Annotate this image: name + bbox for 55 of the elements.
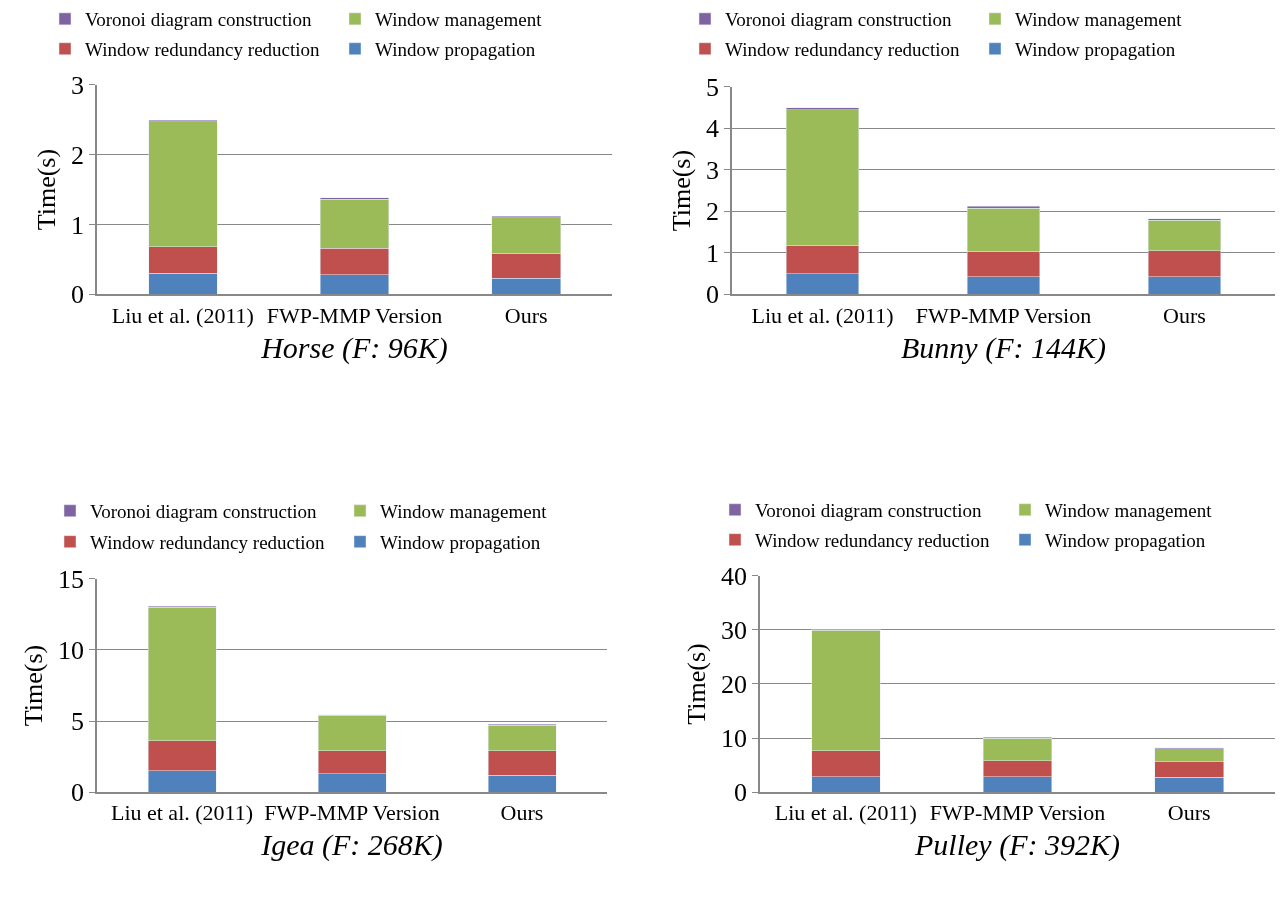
legend-label: Window management — [1045, 500, 1213, 522]
x-tick-label: Ours — [1163, 302, 1206, 328]
y-tick-label: 5 — [71, 707, 85, 737]
y-tick-label: 0 — [706, 280, 720, 310]
legend-label: Window management — [1015, 9, 1183, 31]
legend-label: Window redundancy reduction — [90, 532, 326, 554]
y-tick-label: 3 — [71, 70, 85, 100]
y-tick-label: 0 — [734, 778, 748, 808]
y-tick-label: 40 — [721, 561, 748, 591]
x-tick-label: Liu et al. (2011) — [751, 302, 894, 328]
legend-label: Window management — [375, 9, 543, 31]
y-tick-label: 1 — [706, 238, 720, 268]
legend-label: Window redundancy reduction — [725, 39, 961, 61]
y-tick-label: 2 — [706, 197, 720, 227]
legend-label: Voronoi diagram construction — [85, 9, 313, 31]
x-axis-title: Horse (F: 96K) — [260, 330, 448, 365]
y-tick-label: 2 — [71, 140, 85, 170]
x-tick-label: FWP-MMP Version — [915, 302, 1092, 328]
legend-label: Window propagation — [1045, 530, 1206, 552]
y-tick-label: 10 — [58, 636, 85, 665]
legend-label: Voronoi diagram construction — [90, 501, 318, 523]
x-tick-label: FWP-MMP Version — [929, 800, 1106, 826]
y-axis-title: Time(s) — [31, 148, 61, 231]
legend-label: Window management — [380, 501, 548, 523]
x-axis-title: Pulley (F: 392K) — [914, 828, 1120, 863]
legend-label: Window propagation — [375, 39, 536, 61]
legend-label: Voronoi diagram construction — [725, 9, 953, 31]
x-axis-title: Igea (F: 268K) — [260, 828, 443, 863]
x-axis-title: Bunny (F: 144K) — [901, 330, 1106, 365]
y-tick-label: 30 — [721, 615, 748, 645]
x-tick-label: FWP-MMP Version — [266, 302, 443, 328]
y-tick-label: 0 — [71, 280, 85, 310]
legend-label: Window propagation — [380, 532, 541, 554]
y-axis-title: Time(s) — [666, 149, 696, 232]
x-tick-label: Liu et al. (2011) — [774, 800, 917, 826]
y-tick-label: 3 — [706, 155, 720, 185]
y-tick-label: 10 — [721, 724, 748, 754]
x-tick-label: Ours — [1167, 800, 1211, 826]
y-axis-title: Time(s) — [681, 643, 711, 725]
legend-label: Voronoi diagram construction — [755, 500, 983, 522]
y-tick-label: 1 — [71, 210, 85, 240]
x-tick-label: Liu et al. (2011) — [110, 800, 254, 826]
y-tick-label: 15 — [58, 564, 85, 594]
x-tick-label: FWP-MMP Version — [264, 800, 440, 826]
y-tick-label: 0 — [71, 778, 85, 808]
y-tick-label: 20 — [721, 670, 748, 700]
x-tick-label: Ours — [504, 302, 548, 328]
y-tick-label: 4 — [706, 114, 720, 144]
y-tick-label: 5 — [706, 72, 720, 102]
x-tick-label: Ours — [500, 800, 544, 826]
y-axis-title: Time(s) — [18, 644, 48, 727]
legend-label: Window propagation — [1015, 39, 1176, 61]
legend-label: Window redundancy reduction — [755, 530, 991, 552]
legend-label: Window redundancy reduction — [85, 39, 321, 61]
x-tick-label: Liu et al. (2011) — [111, 302, 254, 328]
